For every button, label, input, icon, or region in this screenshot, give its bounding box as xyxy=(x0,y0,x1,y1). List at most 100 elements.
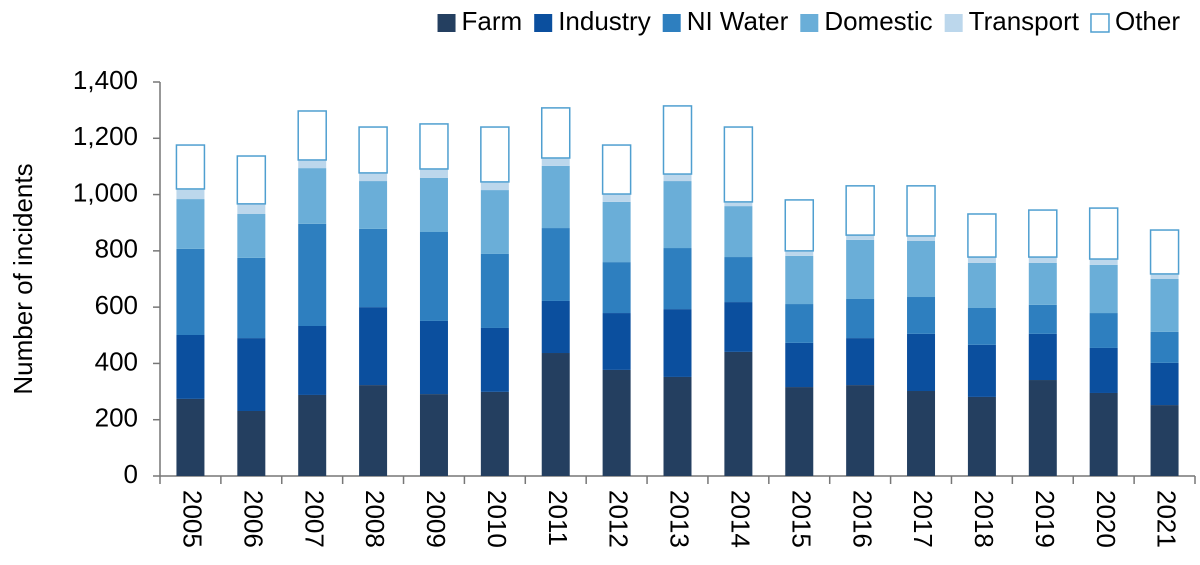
bar-segment xyxy=(298,168,327,224)
legend-label: Farm xyxy=(462,6,523,36)
y-tick-label: 0 xyxy=(124,459,138,489)
bar-segment xyxy=(967,396,996,476)
bar-segment xyxy=(236,155,267,205)
x-tick-label: 2018 xyxy=(969,490,999,548)
bar-segment xyxy=(298,325,327,395)
bar-segment xyxy=(602,194,631,202)
x-tick-label: 2010 xyxy=(482,490,512,548)
legend-swatch xyxy=(944,14,963,32)
bar-segment xyxy=(663,174,692,182)
legend-label: Domestic xyxy=(824,6,932,36)
bar-segment xyxy=(785,250,814,256)
bar-segment xyxy=(541,165,570,229)
bar-segment xyxy=(176,199,205,249)
bar-segment xyxy=(1089,392,1118,476)
bar-segment xyxy=(237,213,266,258)
x-tick-label: 2017 xyxy=(908,490,938,548)
bar-segment xyxy=(785,304,814,343)
bar-segment xyxy=(297,110,327,161)
legend-swatch xyxy=(1090,13,1110,33)
bar-segment xyxy=(845,185,875,236)
bar-segment xyxy=(602,201,631,263)
bar-segment xyxy=(907,241,936,298)
bar-segment xyxy=(906,185,936,237)
bar-segment xyxy=(724,302,753,352)
bar-segment xyxy=(298,159,327,169)
legend-label: Industry xyxy=(558,6,651,36)
bar-segment xyxy=(846,385,875,476)
bar-segment xyxy=(907,235,936,242)
bar-segment xyxy=(359,181,388,229)
bar-segment xyxy=(419,123,449,170)
bar-segment xyxy=(359,385,388,476)
bar-segment xyxy=(1089,313,1118,348)
legend-label: Other xyxy=(1115,6,1180,36)
y-tick-label: 800 xyxy=(95,234,138,264)
bar-segment xyxy=(480,327,509,392)
bar-segment xyxy=(237,203,266,214)
bar-segment xyxy=(724,206,753,258)
bar-segment xyxy=(419,232,448,321)
bar-segment xyxy=(967,213,997,258)
bar-segment xyxy=(907,391,936,476)
bar-segment xyxy=(237,338,266,411)
bar-segment xyxy=(1028,209,1058,258)
bar-segment xyxy=(846,239,875,299)
x-tick-label: 2012 xyxy=(604,490,634,548)
bar-segment xyxy=(540,107,571,159)
x-tick-label: 2015 xyxy=(786,490,816,548)
bar-segment xyxy=(663,248,692,310)
x-tick-label: 2008 xyxy=(360,490,390,548)
bar-segment xyxy=(785,342,814,388)
bar-segment xyxy=(419,168,448,178)
bar-segment xyxy=(601,144,632,195)
bar-segment xyxy=(541,157,570,166)
bar-segment xyxy=(419,177,448,233)
y-tick-label: 200 xyxy=(95,403,138,433)
bar-segment xyxy=(1149,229,1180,275)
y-tick-label: 1,200 xyxy=(73,121,138,151)
bar-segment xyxy=(176,335,205,399)
bar-segment xyxy=(1150,405,1179,476)
bar-segment xyxy=(175,144,206,190)
bar-segment xyxy=(784,199,815,252)
bar-segment xyxy=(1088,207,1119,260)
bar-segment xyxy=(541,353,570,476)
legend-label: Transport xyxy=(969,6,1080,36)
bar-segment xyxy=(1150,279,1179,332)
bar-segment xyxy=(602,262,631,314)
bar-segment xyxy=(724,257,753,303)
bar-segment xyxy=(1150,273,1179,279)
y-tick-label: 600 xyxy=(95,290,138,320)
bar-segment xyxy=(662,105,693,175)
bar-segment xyxy=(480,126,510,183)
bar-segment xyxy=(541,228,570,301)
bar-segment xyxy=(967,344,996,397)
bar-segment xyxy=(1028,380,1057,476)
bar-segment xyxy=(480,190,509,254)
bar-segment xyxy=(237,410,266,476)
bar-segment xyxy=(663,181,692,249)
y-tick-label: 1,000 xyxy=(73,177,138,207)
bar-segment xyxy=(846,298,875,339)
x-tick-label: 2005 xyxy=(178,490,208,548)
bar-segment xyxy=(359,172,388,182)
bar-segment xyxy=(663,376,692,476)
bar-segment xyxy=(1150,331,1179,363)
bar-segment xyxy=(359,228,388,308)
bar-segment xyxy=(298,394,327,476)
bar-segment xyxy=(1089,347,1118,393)
x-tick-label: 2013 xyxy=(665,490,695,548)
bar-segment xyxy=(967,262,996,308)
bar-segment xyxy=(785,387,814,476)
bar-segment xyxy=(480,391,509,476)
bar-segment xyxy=(663,309,692,377)
bar-segment xyxy=(846,338,875,386)
bar-segment xyxy=(1028,257,1057,263)
y-axis-title: Number of incidents xyxy=(8,163,38,394)
bar-segment xyxy=(176,398,205,476)
bar-segment xyxy=(1028,304,1057,334)
x-tick-label: 2020 xyxy=(1091,490,1121,548)
bar-segment xyxy=(724,351,753,476)
